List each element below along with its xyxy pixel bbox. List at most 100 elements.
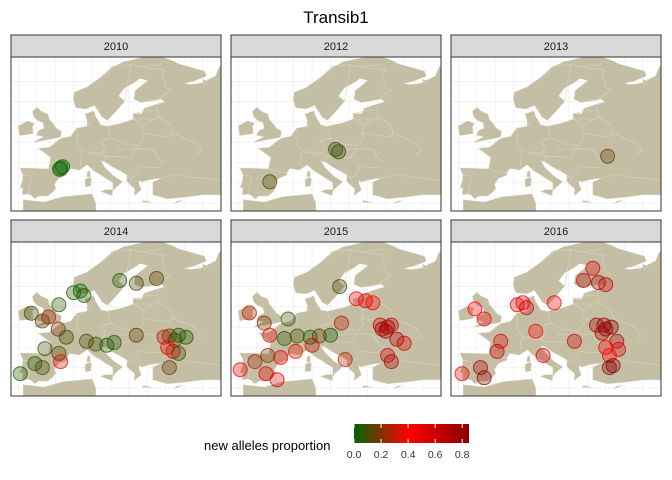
panel-border bbox=[450, 241, 662, 397]
legend-tick-label: 0.6 bbox=[428, 449, 443, 461]
sample-point bbox=[53, 354, 69, 370]
legend-tick-label: 0.0 bbox=[347, 449, 362, 461]
europe-basemap bbox=[458, 57, 661, 211]
sample-point bbox=[476, 370, 492, 386]
sample-point bbox=[76, 288, 92, 303]
sample-point bbox=[178, 329, 194, 345]
sample-points bbox=[232, 279, 412, 388]
sample-point bbox=[598, 277, 614, 293]
sample-point bbox=[128, 275, 144, 291]
panel-border bbox=[450, 56, 662, 212]
sample-point bbox=[12, 366, 28, 382]
sample-point bbox=[334, 315, 349, 331]
sample-point bbox=[467, 301, 483, 317]
facet-panel-2016: 2016 bbox=[450, 219, 662, 397]
sample-point bbox=[288, 343, 303, 359]
panel-plot-area bbox=[231, 57, 441, 211]
sample-point bbox=[88, 336, 104, 352]
sample-point bbox=[34, 360, 50, 376]
sample-point bbox=[528, 323, 544, 339]
sample-point bbox=[171, 345, 187, 361]
sample-point bbox=[241, 305, 257, 321]
panel-border bbox=[230, 56, 442, 212]
sample-point bbox=[58, 329, 74, 345]
sample-point bbox=[576, 273, 592, 288]
legend-tick-label: 0.4 bbox=[401, 449, 416, 461]
legend-ticks: 0.0 0.2 0.4 0.6 0.8 bbox=[347, 424, 470, 461]
color-legend: new alleles proportion 0.0 0.2 0.4 0.6 0.8 bbox=[204, 424, 470, 461]
sample-point bbox=[289, 328, 305, 344]
facet-panel-2015: 2015 bbox=[230, 219, 442, 397]
sample-point bbox=[348, 291, 364, 307]
chart-title: Transib1 bbox=[303, 8, 369, 27]
sample-point bbox=[594, 325, 610, 341]
sample-point bbox=[535, 348, 551, 363]
sample-point bbox=[262, 327, 278, 343]
sample-point bbox=[106, 335, 122, 350]
sample-point bbox=[493, 333, 509, 349]
panel-plot-area bbox=[451, 57, 661, 211]
sample-point bbox=[276, 331, 292, 346]
sample-points bbox=[262, 141, 347, 190]
sample-point bbox=[454, 366, 470, 382]
legend-title: new alleles proportion bbox=[204, 438, 330, 453]
sample-point bbox=[566, 333, 582, 349]
sample-point bbox=[383, 354, 399, 370]
facet-panel-2012: 2012 bbox=[230, 34, 442, 212]
panel-plot-area bbox=[11, 57, 221, 211]
panel-border bbox=[10, 241, 222, 397]
sample-point bbox=[598, 339, 614, 355]
facet-label: 2016 bbox=[544, 226, 568, 238]
sample-point bbox=[41, 309, 57, 325]
sample-point bbox=[52, 161, 68, 177]
sample-point bbox=[365, 295, 381, 311]
sample-point bbox=[389, 331, 405, 347]
sample-point bbox=[519, 300, 534, 316]
sample-point bbox=[600, 148, 616, 164]
sample-point bbox=[396, 335, 412, 351]
sample-point bbox=[27, 356, 43, 372]
panel-plot-area bbox=[11, 242, 221, 396]
sample-point bbox=[304, 337, 320, 353]
facet-panel-2013: 2013 bbox=[450, 34, 662, 212]
sample-point bbox=[383, 317, 399, 333]
sample-point bbox=[37, 341, 53, 357]
europe-basemap bbox=[18, 57, 221, 211]
sample-point bbox=[585, 260, 601, 276]
sample-point bbox=[260, 348, 276, 363]
sample-point bbox=[269, 372, 285, 388]
sample-points bbox=[600, 148, 616, 164]
sample-point bbox=[323, 327, 338, 343]
sample-point bbox=[51, 297, 67, 313]
sample-points bbox=[454, 260, 627, 386]
sample-points bbox=[12, 271, 194, 382]
sample-point bbox=[611, 341, 627, 357]
sample-point bbox=[605, 358, 621, 374]
sample-point bbox=[332, 279, 348, 295]
panel-plot-area bbox=[231, 242, 441, 396]
facet-panel-2014: 2014 bbox=[10, 219, 222, 397]
panel-plot-area bbox=[451, 242, 661, 396]
legend-colorbar bbox=[354, 424, 469, 443]
europe-basemap bbox=[238, 57, 441, 211]
sample-point bbox=[149, 271, 164, 286]
legend-tick-label: 0.8 bbox=[455, 449, 470, 461]
sample-point bbox=[280, 311, 296, 327]
panel-border bbox=[10, 56, 222, 212]
facet-label: 2012 bbox=[324, 41, 348, 53]
facet-label: 2010 bbox=[104, 41, 128, 53]
sample-point bbox=[378, 323, 394, 339]
sample-point bbox=[256, 315, 272, 331]
sample-point bbox=[603, 319, 619, 335]
europe-basemap bbox=[18, 242, 221, 396]
sample-point bbox=[546, 295, 562, 311]
sample-point bbox=[476, 311, 492, 327]
sample-points bbox=[52, 159, 71, 177]
sample-point bbox=[232, 362, 248, 378]
sample-point bbox=[79, 333, 94, 349]
sample-point bbox=[128, 327, 144, 343]
sample-point bbox=[23, 305, 39, 321]
facet-panels: 2010 2012 2013 2014 2015 2016 bbox=[10, 34, 662, 397]
sample-point bbox=[273, 350, 289, 365]
